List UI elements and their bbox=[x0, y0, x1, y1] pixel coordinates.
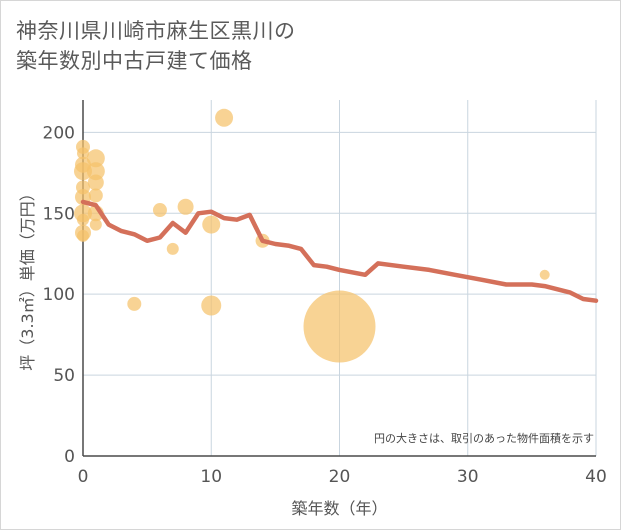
y-axis-title: 坪（3.3㎡）単価（万円） bbox=[18, 185, 37, 370]
bubble-series bbox=[74, 108, 550, 363]
average-line-series bbox=[80, 199, 599, 303]
y-tick-label: 100 bbox=[43, 285, 75, 305]
x-tick-label: 20 bbox=[329, 467, 351, 487]
bubble-size-note: 円の大きさは、取引のあった物件面積を示す bbox=[374, 431, 594, 445]
bubble-point bbox=[87, 174, 104, 191]
chart-title-line-2: 築年数別中古戸建て価格 bbox=[16, 49, 253, 73]
bubble-point bbox=[74, 162, 92, 181]
bubble-point bbox=[152, 203, 167, 218]
y-tick-label: 150 bbox=[43, 204, 75, 224]
bubble-point bbox=[202, 215, 221, 234]
bubble-point bbox=[77, 213, 89, 226]
tick-labels: 0 50 100 150 200 0 10 20 30 40 bbox=[43, 123, 607, 487]
average-price-line bbox=[80, 199, 599, 303]
bubble-point bbox=[127, 296, 142, 311]
bubble-point bbox=[177, 198, 194, 215]
x-tick-label: 30 bbox=[457, 467, 479, 487]
bubble-point bbox=[201, 295, 222, 316]
x-axis-title: 築年数（年） bbox=[291, 499, 387, 518]
bubble-point bbox=[215, 108, 234, 127]
bubble-point bbox=[539, 269, 550, 280]
chart-title: 神奈川県川崎市麻生区黒川の 築年数別中古戸建て価格 bbox=[16, 16, 296, 76]
bubble-point bbox=[86, 149, 105, 168]
y-tick-label: 0 bbox=[64, 447, 75, 467]
y-tick-label: 50 bbox=[53, 366, 75, 386]
bubble-point bbox=[86, 162, 105, 181]
y-tick-label: 200 bbox=[43, 123, 75, 143]
chart-title-line-1: 神奈川県川崎市麻生区黒川の bbox=[16, 19, 296, 43]
x-tick-label: 40 bbox=[585, 467, 607, 487]
bubble-point bbox=[303, 290, 376, 363]
grid-lines bbox=[83, 100, 597, 456]
x-tick-label: 0 bbox=[78, 467, 89, 487]
bubble-point bbox=[166, 242, 179, 255]
bubble-point bbox=[89, 218, 102, 231]
bubble-point bbox=[77, 147, 89, 160]
bubble-point bbox=[77, 229, 89, 242]
bubble-point bbox=[88, 188, 103, 203]
x-tick-label: 10 bbox=[200, 467, 222, 487]
